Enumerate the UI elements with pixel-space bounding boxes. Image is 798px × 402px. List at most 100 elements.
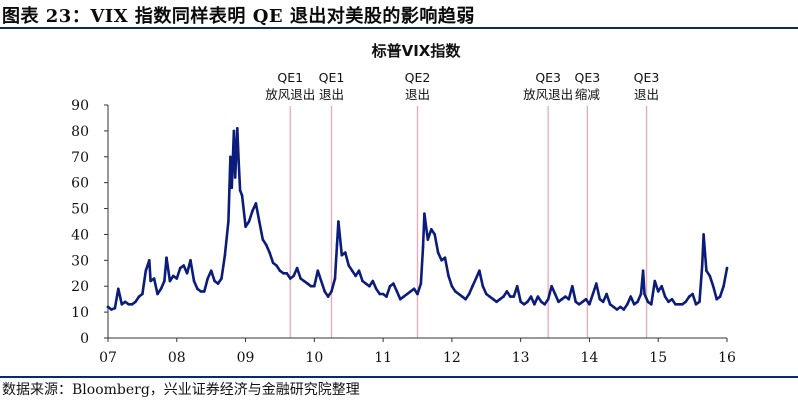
vix-data-point [347,264,351,267]
vix-data-point [299,277,302,280]
vix-data-point [702,233,705,236]
vix-data-point [374,287,378,291]
vix-data-point [117,287,120,291]
vix-data-point [302,279,306,283]
y-tick-label: 20 [71,279,89,295]
vix-data-point [636,300,639,304]
vix-data-point [546,297,550,301]
vix-data-point [399,297,402,301]
event-label-top: QE2 [405,70,431,85]
event-label-bottom: 退出 [405,87,430,102]
event-label-top: QE3 [535,70,561,85]
vix-data-point [388,284,392,288]
vix-data-point [258,220,261,223]
y-tick-label: 70 [71,150,89,166]
vix-data-point [285,272,289,275]
vix-data-point [333,277,337,280]
vix-data-point [718,295,722,298]
vix-data-point [641,269,645,272]
vix-data-point [615,308,619,311]
vix-data-point [206,277,209,280]
vix-data-point [574,300,577,304]
vix-data-point [247,220,251,223]
vix-data-point [371,279,375,283]
vix-data-point [694,303,698,306]
vix-data-point [209,269,213,272]
vix-data-point [144,269,148,272]
vix-data-point [335,243,339,247]
vix-data-point [364,282,368,285]
vix-data-point [650,303,653,306]
vix-data-point [505,290,509,293]
vix-data-point [306,282,309,285]
chart-series [106,127,729,311]
vix-data-point [598,297,602,301]
title-rule [0,27,798,29]
vix-data-point [419,282,423,285]
vix-data-point [725,266,729,270]
event-label-bottom: 退出 [634,87,659,102]
vix-data-point [460,295,464,298]
vix-data-point [357,269,361,272]
vix-data-point [282,272,285,275]
vix-data-point [316,269,320,272]
vix-data-point [564,295,567,298]
vix-data-point [684,300,687,304]
vix-data-point [646,300,650,304]
vix-data-point [584,297,588,301]
vix-data-point [229,155,232,159]
vix-data-point [261,238,265,241]
vix-data-point [423,212,426,215]
vix-data-point [498,297,502,301]
y-tick-label: 80 [71,124,89,140]
vix-data-point [491,297,495,301]
vix-data-point [454,290,457,293]
vix-data-point [667,300,670,304]
vix-data-point [275,264,278,267]
vix-data-point [134,300,137,304]
vix-data-point [457,292,461,296]
x-tick-label: 09 [237,350,255,366]
vix-series-line [106,127,729,311]
x-tick-label: 14 [581,350,599,366]
vix-data-point [577,303,581,306]
vix-data-point [526,300,529,304]
vix-data-point [711,284,715,288]
vix-data-point [471,284,474,288]
vix-data-point [495,300,498,304]
vix-data-point [120,303,124,306]
vix-data-point [557,300,560,304]
vix-data-point [196,287,199,291]
event-label-bottom: 退出 [319,87,344,102]
event-label-top: QE3 [575,70,601,85]
vix-data-point [216,282,220,285]
vix-data-point [677,303,681,306]
chart-title: 标普VIX指数 [371,42,462,60]
vix-data-point [227,220,230,223]
vix-data-point [643,292,646,296]
vix-data-point [581,300,584,304]
vix-data-point [152,277,156,280]
vix-data-point [381,292,385,296]
vix-data-point [340,253,344,257]
vix-data-point [330,290,333,293]
vix-data-point [478,269,481,272]
vix-data-point [350,269,354,272]
y-tick-label: 60 [71,176,89,192]
vix-data-point [268,251,271,254]
vix-data-point [409,290,412,293]
vix-data-point [168,279,172,283]
source-rule [0,376,798,378]
event-label-bottom: 缩减 [575,87,601,102]
vix-data-point [233,176,237,179]
vix-data-point [426,238,430,241]
vix-data-point [402,295,406,298]
y-tick-label: 90 [71,98,89,114]
vix-data-point [450,284,454,288]
event-label-bottom: 放风退出 [265,87,315,102]
vix-data-point [237,160,240,164]
y-tick-label: 40 [71,227,89,243]
vix-data-point [481,284,485,288]
vix-data-point [430,228,433,231]
vix-data-point [378,292,382,296]
